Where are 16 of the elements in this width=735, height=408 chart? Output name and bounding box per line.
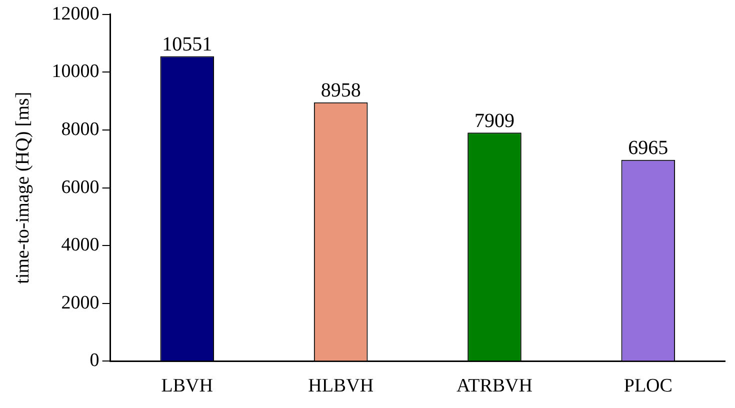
x-tick-label: LBVH xyxy=(161,376,214,397)
x-tick-label: HLBVH xyxy=(308,376,374,397)
data-label: 10551 xyxy=(162,34,212,56)
data-label: 7909 xyxy=(474,110,514,132)
y-tick-label: 4000 xyxy=(61,234,100,256)
y-tick-label: 6000 xyxy=(61,176,100,198)
y-tick-label: 8000 xyxy=(61,118,100,140)
y-tick-label: 2000 xyxy=(61,292,100,314)
x-tick-label: ATRBVH xyxy=(456,376,533,397)
x-tick-label: PLOC xyxy=(624,376,672,397)
data-label: 6965 xyxy=(628,137,668,160)
y-tick-label: 10000 xyxy=(52,61,100,82)
y-tick-label: 0 xyxy=(90,350,100,372)
y-tick-label: 12000 xyxy=(52,3,100,24)
data-label: 8958 xyxy=(320,80,361,102)
y-axis-title: time-to-image (HQ) [ms] xyxy=(12,92,34,284)
